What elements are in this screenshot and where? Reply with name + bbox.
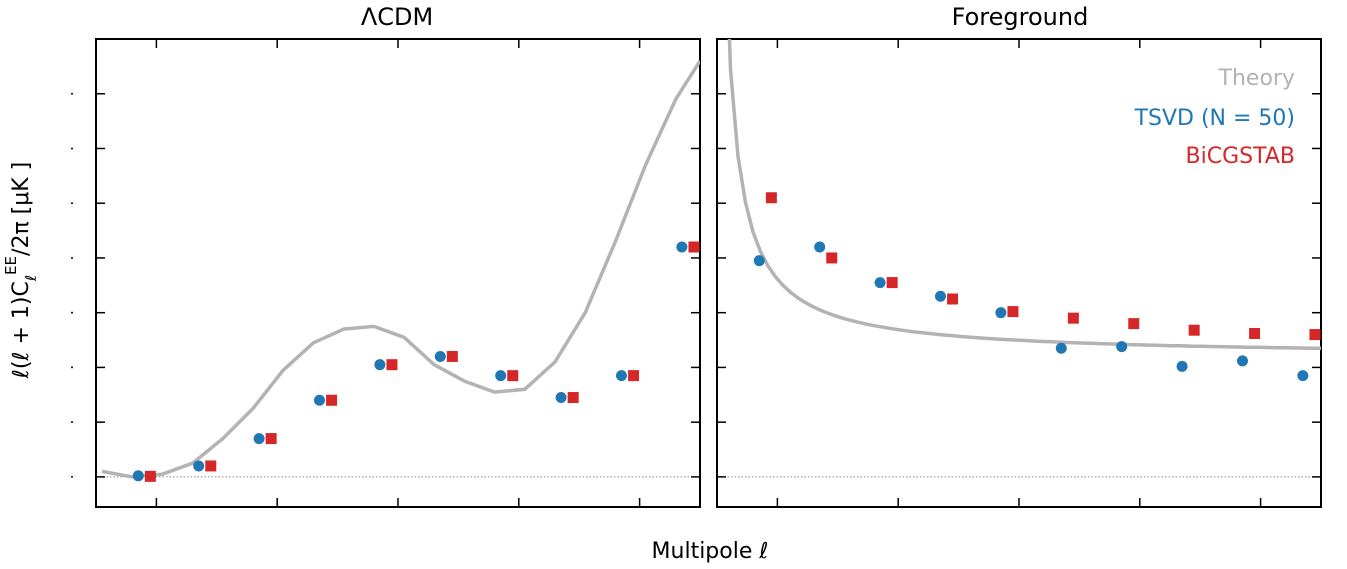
bicgstab-point [1309,329,1321,341]
svg-text:ℓ(ℓ + 1)CℓEE/2π [μK ]: ℓ(ℓ + 1)CℓEE/2π [μK ] [2,162,40,380]
bicgstab-point [326,394,338,406]
bicgstab-point [628,370,640,382]
tsvd-point [814,241,826,253]
legend: Theory TSVD (N = 50) BiCGSTAB [1134,66,1295,169]
tsvd-point [934,290,946,302]
bicgstab-point [886,277,898,289]
bicgstab-point [1249,327,1261,339]
bicgstab-point [947,293,959,305]
y-tick-label-dot [71,475,73,478]
y-tick-label-dot [71,92,73,95]
y-label-tail: /2π [μK ] [9,162,34,256]
tsvd-point [1176,360,1188,372]
tsvd-point [615,370,627,382]
bicgstab-point [826,252,838,264]
tsvd-point [495,370,507,382]
legend-entry-bicgstab: BiCGSTAB [1186,144,1295,169]
tsvd-point [995,307,1007,319]
y-label-sub: ℓ [22,275,40,282]
legend-entry-theory: Theory [1218,66,1295,91]
bicgstab-point [265,433,277,445]
y-label-main: ℓ(ℓ + 1)C [9,281,34,379]
tsvd-point [1297,370,1309,382]
bicgstab-point [567,392,579,404]
bicgstab-point [1007,306,1019,318]
tsvd-point [434,350,446,362]
bicgstab-point [1188,324,1200,336]
theory-curve [727,39,1321,351]
tsvd-point [874,277,886,289]
bicgstab-point [446,350,458,362]
tsvd-point [193,460,205,472]
bicgstab-point [386,359,398,371]
tsvd-point [313,394,325,406]
panel-lcdm [71,38,701,508]
tsvd-point [1236,355,1248,367]
y-tick-label-dot [71,366,73,369]
y-label-sup: EE [2,256,20,275]
theory-curve [101,59,700,479]
tsvd-point [374,359,386,371]
y-axis-label: ℓ(ℓ + 1)CℓEE/2π [μK ] [2,162,40,380]
tsvd-point [555,392,567,404]
bicgstab-point [205,460,217,472]
bicgstab-point [765,192,777,204]
panel-foreground [716,38,1322,508]
tsvd-point [753,255,765,267]
tsvd-point [132,470,144,482]
panel-title-foreground: Foreground [952,3,1089,31]
y-tick-label-dot [71,421,73,424]
y-tick-label-dot [71,311,73,314]
tsvd-point [676,241,688,253]
axes-frame [95,38,701,508]
bicgstab-point [688,241,700,253]
panel-title-lcdm: ΛCDM [361,3,433,31]
y-tick-label-dot [71,256,73,259]
tsvd-point [1055,342,1067,354]
y-tick-label-dot [71,147,73,150]
x-axis-label: Multipole ℓ [652,539,769,564]
bicgstab-point [507,370,519,382]
bicgstab-point [1067,312,1079,324]
tsvd-point [253,433,265,445]
bicgstab-point [144,470,156,482]
bicgstab-point [1128,318,1140,330]
tsvd-point [1116,341,1128,353]
legend-entry-tsvd: TSVD (N = 50) [1134,106,1295,131]
y-tick-label-dot [71,202,73,205]
